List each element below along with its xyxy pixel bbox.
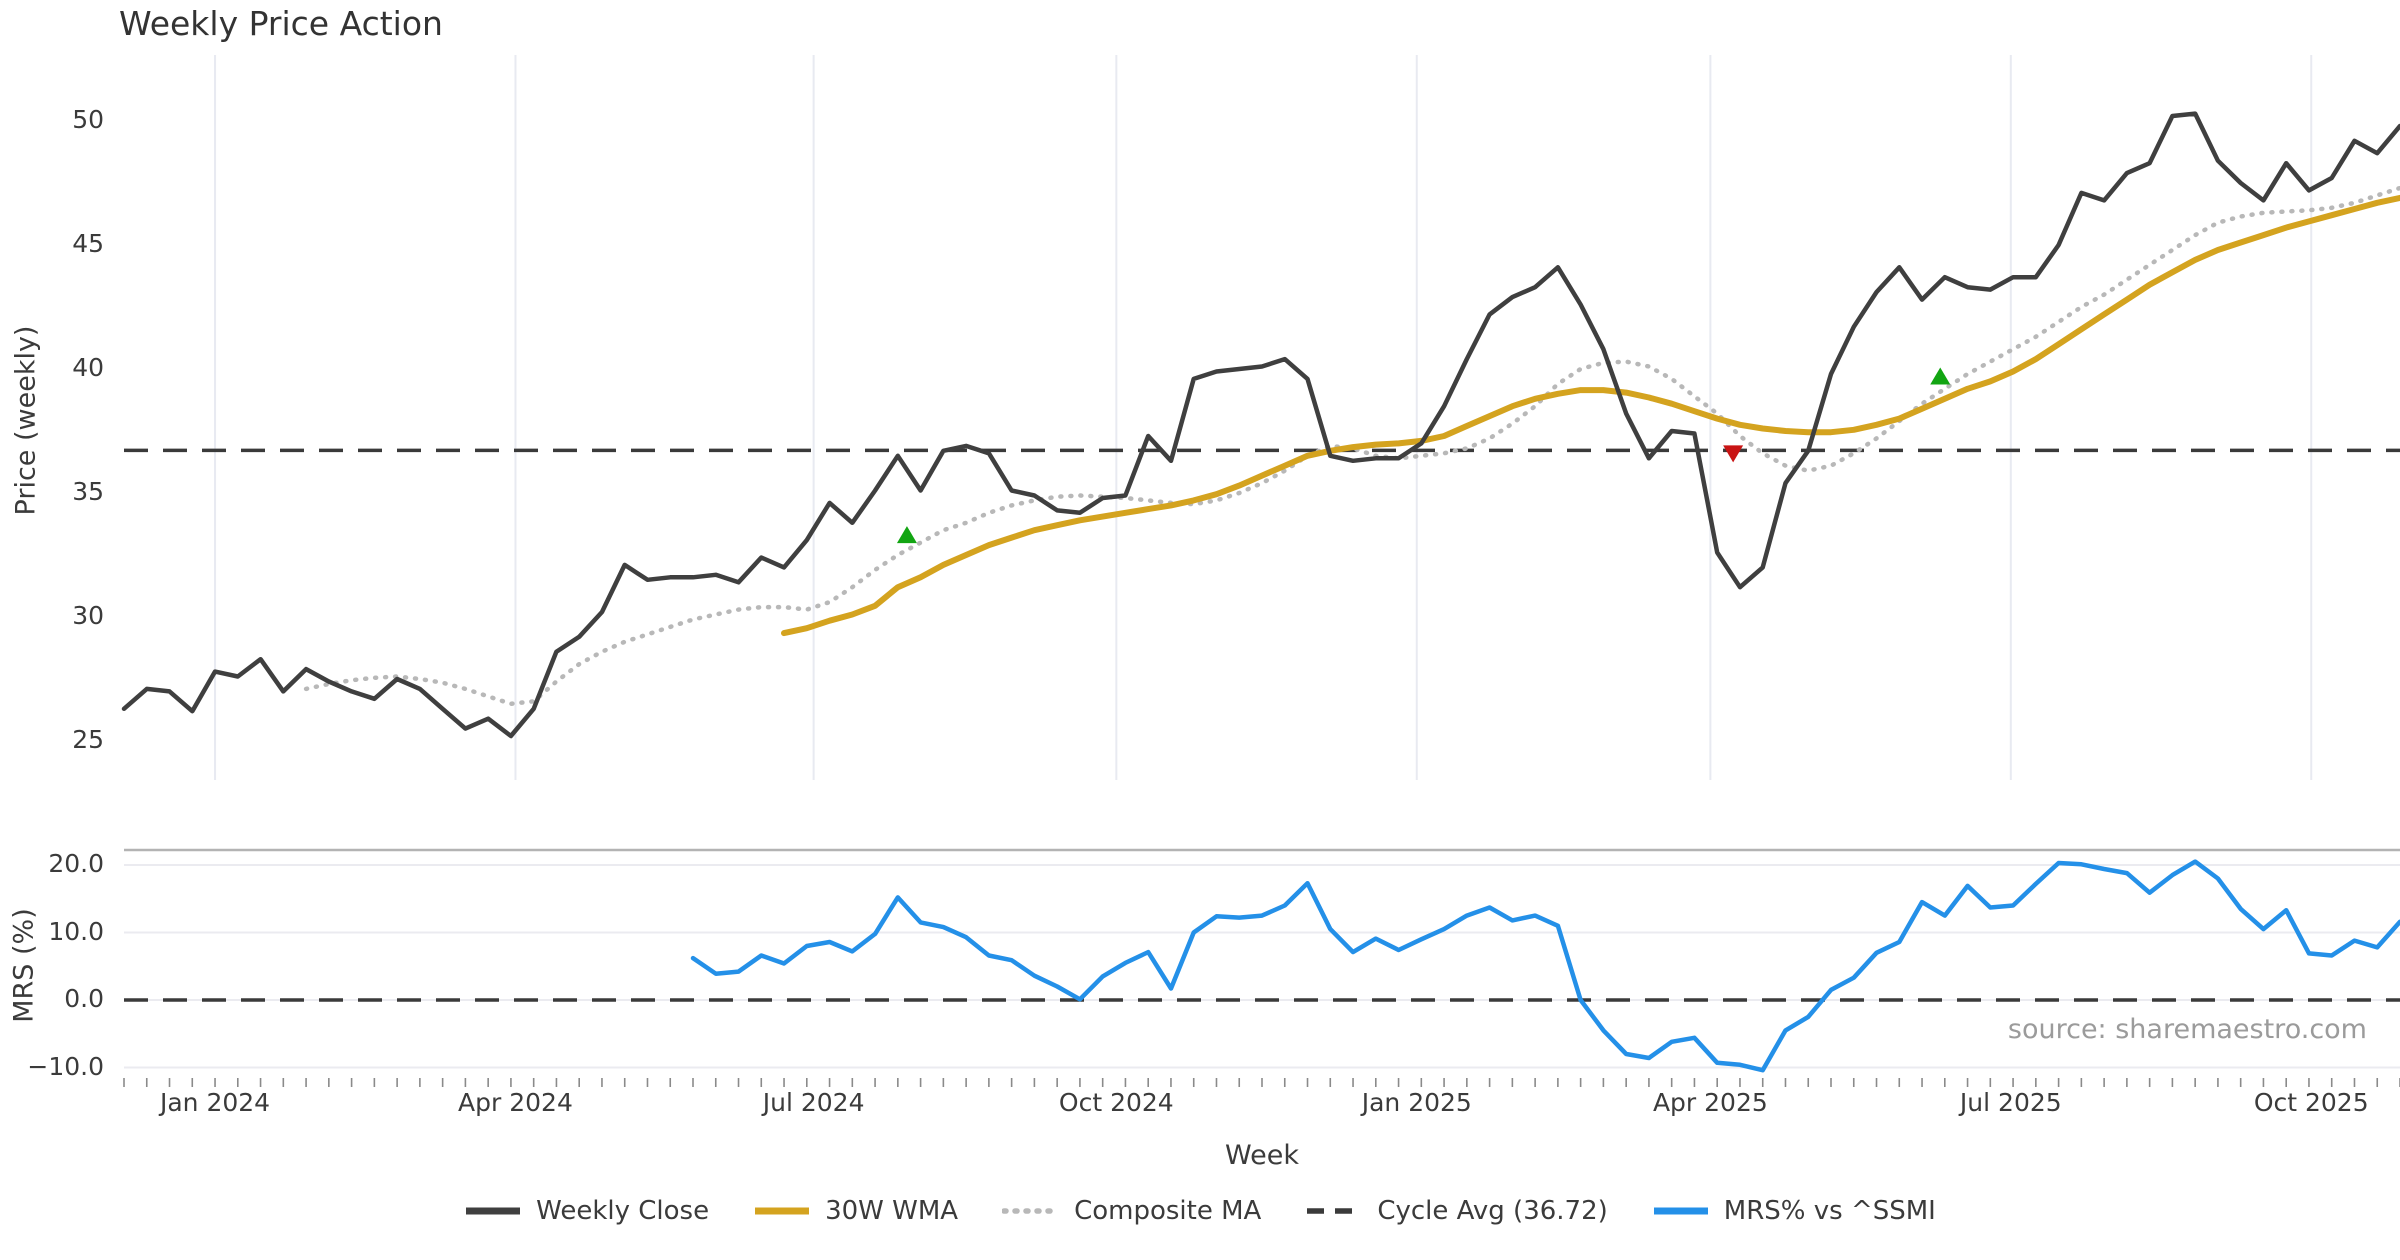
legend-label: Cycle Avg (36.72) — [1377, 1196, 1608, 1226]
x-month-tick: Apr 2024 — [458, 1088, 573, 1117]
price-y-tick: 30 — [72, 601, 104, 630]
x-month-tick: Oct 2024 — [1058, 1088, 1174, 1117]
x-month-tick: Jan 2025 — [1361, 1088, 1472, 1117]
price-y-tick: 35 — [72, 477, 104, 506]
x-month-tick: Jul 2024 — [762, 1088, 865, 1117]
price-y-tick: 25 — [72, 725, 104, 754]
sell-signal-marker — [1723, 445, 1744, 463]
legend-swatch-dashed — [1307, 1208, 1362, 1214]
legend-label: Composite MA — [1074, 1196, 1262, 1226]
x-month-tick: Apr 2025 — [1652, 1088, 1768, 1117]
price-y-tick: 50 — [72, 105, 104, 134]
x-month-tick: Jul 2025 — [1959, 1088, 2062, 1117]
legend-item: Composite MA — [1002, 1196, 1261, 1226]
mrs-y-tick: 10.0 — [48, 916, 104, 946]
legend-label: MRS% vs ^SSMI — [1723, 1196, 1936, 1226]
legend-item: Cycle Avg (36.72) — [1305, 1196, 1608, 1226]
legend-label: 30W WMA — [825, 1196, 959, 1226]
legend-swatch-solid — [1653, 1207, 1708, 1215]
legend-swatch-solid — [755, 1207, 810, 1215]
buy-signal-marker — [896, 526, 917, 544]
source-attribution: source: sharemaestro.com — [2007, 1014, 2367, 1045]
legend-item: Weekly Close — [464, 1196, 709, 1226]
price-y-tick: 45 — [72, 229, 104, 258]
price-y-tick: 40 — [72, 353, 104, 382]
legend-swatch-solid — [466, 1207, 521, 1215]
mrs-y-tick: 20.0 — [48, 849, 104, 878]
x-month-tick: Jan 2024 — [159, 1088, 271, 1117]
legend-item: 30W WMA — [753, 1196, 958, 1226]
legend-item: MRS% vs ^SSMI — [1652, 1196, 1936, 1226]
chart-title: Weekly Price Action — [119, 4, 443, 43]
chart-legend: Weekly Close 30W WMA Composite MA Cycle … — [0, 1186, 2400, 1236]
legend-swatch-dotted — [1002, 1208, 1061, 1214]
x-month-tick: Oct 2025 — [2253, 1088, 2369, 1117]
x-axis-label: Week — [1225, 1140, 1299, 1171]
buy-signal-marker — [1930, 367, 1951, 385]
mrs-y-tick: 0.0 — [64, 984, 104, 1013]
legend-label: Weekly Close — [536, 1196, 710, 1226]
mrs-y-tick: −10.0 — [27, 1051, 104, 1081]
